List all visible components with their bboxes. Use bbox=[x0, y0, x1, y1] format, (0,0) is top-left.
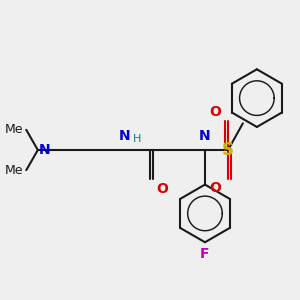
Text: O: O bbox=[156, 182, 168, 196]
Text: F: F bbox=[200, 248, 210, 261]
Text: H: H bbox=[133, 134, 141, 144]
Text: O: O bbox=[209, 105, 221, 119]
Text: Me: Me bbox=[5, 123, 23, 136]
Text: S: S bbox=[222, 141, 234, 159]
Text: N: N bbox=[118, 129, 130, 143]
Text: Me: Me bbox=[5, 164, 23, 177]
Text: N: N bbox=[39, 143, 51, 157]
Text: O: O bbox=[209, 181, 221, 195]
Text: N: N bbox=[199, 129, 211, 143]
